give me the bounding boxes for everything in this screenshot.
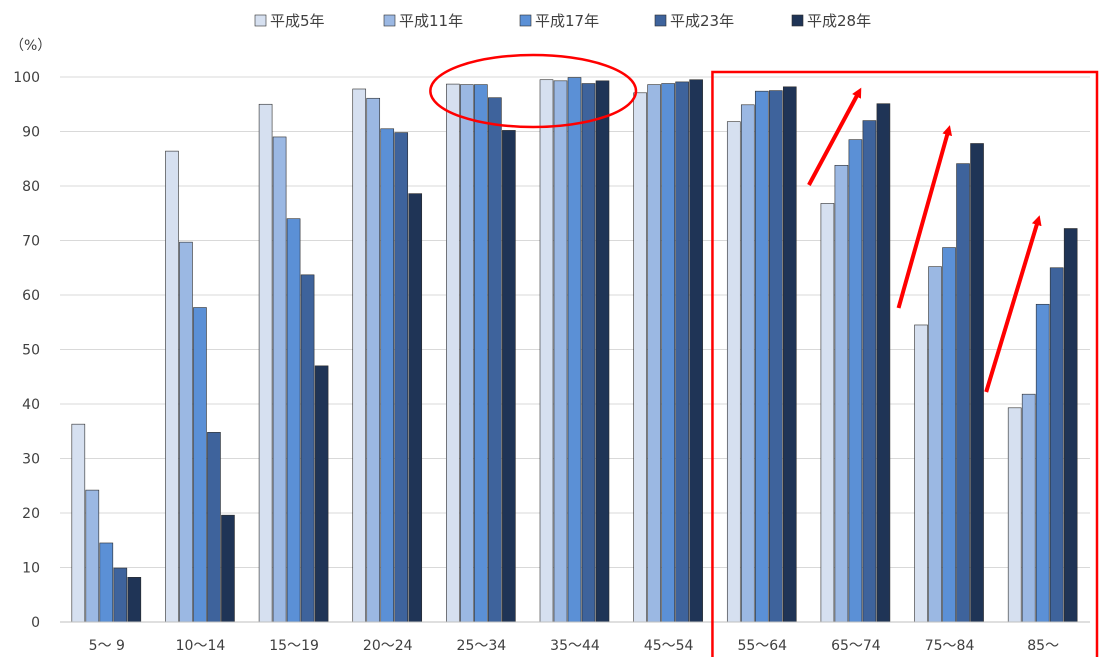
y-tick-label: 10	[22, 561, 40, 577]
legend-label: 平成28年	[807, 12, 871, 30]
bar	[956, 163, 970, 623]
bar	[366, 97, 381, 623]
x-tick-label: 10～14	[176, 638, 226, 654]
bar	[286, 218, 301, 623]
x-tick-label: 25～34	[457, 638, 507, 654]
legend-swatch	[254, 14, 267, 27]
bar	[782, 86, 797, 623]
bar	[661, 83, 675, 623]
x-tick-label: 15～19	[269, 638, 319, 654]
highlight-ellipse	[429, 53, 638, 129]
bar	[380, 128, 395, 623]
bar	[460, 84, 474, 623]
x-tick-label: 35～44	[550, 638, 600, 654]
bar	[754, 90, 769, 623]
bar	[113, 567, 128, 623]
bar	[1035, 303, 1050, 623]
x-tick-label: 20～24	[363, 638, 413, 654]
y-tick-label: 0	[31, 615, 40, 631]
x-tick-label: 85～	[1027, 638, 1059, 654]
bar	[488, 97, 502, 623]
legend-swatch	[519, 14, 532, 27]
legend-label: 平成11年	[399, 12, 463, 30]
bar	[394, 132, 409, 623]
bar	[193, 307, 207, 623]
bar	[820, 203, 835, 623]
y-tick-label: 60	[22, 288, 40, 304]
y-tick-label: 90	[22, 125, 40, 141]
bar	[768, 90, 783, 623]
bar	[539, 79, 554, 623]
bar	[99, 542, 114, 623]
trend-arrow	[807, 87, 862, 186]
bar	[272, 136, 287, 623]
bar	[595, 80, 610, 623]
bar	[314, 365, 329, 623]
legend-label: 平成23年	[670, 12, 734, 30]
bar	[300, 274, 315, 623]
bar	[165, 150, 179, 623]
trend-arrow	[896, 125, 953, 309]
annotations	[429, 53, 1099, 657]
bar	[862, 120, 877, 623]
bar	[740, 104, 755, 623]
legend-swatch	[383, 14, 396, 27]
bar	[567, 77, 582, 623]
bar	[647, 84, 661, 623]
bar	[553, 80, 568, 623]
bar	[675, 81, 689, 623]
bar	[914, 324, 928, 623]
bar	[1007, 407, 1022, 623]
bar	[408, 193, 423, 623]
bar	[942, 247, 956, 623]
bar	[352, 88, 367, 623]
bar	[726, 121, 741, 623]
bar	[85, 489, 100, 623]
bar	[876, 103, 891, 623]
bar	[502, 130, 516, 623]
bar	[1049, 267, 1064, 623]
x-tick-label: 45～54	[644, 638, 694, 654]
legend: 平成5年 平成11年 平成17年 平成23年 平成28年	[254, 12, 871, 30]
legend-swatch	[791, 14, 804, 27]
bar	[633, 92, 647, 623]
y-tick-label: 100	[13, 70, 40, 86]
bar	[928, 266, 942, 623]
bar	[207, 432, 221, 623]
legend-label: 平成5年	[270, 12, 325, 30]
y-tick-label: 30	[22, 452, 40, 468]
y-tick-label: 50	[22, 343, 40, 359]
bar	[474, 84, 488, 623]
bar	[1063, 228, 1078, 623]
legend-label: 平成17年	[535, 12, 599, 30]
x-tick-label: 5～ 9	[89, 638, 125, 654]
legend-swatch	[654, 14, 667, 27]
bar	[71, 423, 86, 623]
y-tick-label: 20	[22, 506, 40, 522]
bar	[970, 143, 984, 623]
bar	[848, 139, 863, 623]
y-tick-label: 70	[22, 234, 40, 250]
bar	[127, 577, 142, 623]
bar	[221, 514, 235, 623]
bar	[446, 83, 460, 623]
bar	[258, 103, 273, 623]
y-tick-label: 80	[22, 179, 40, 195]
bar	[179, 241, 193, 623]
bar	[1021, 393, 1036, 623]
y-axis-unit-label: （%）	[10, 38, 51, 54]
x-tick-label: 75～84	[925, 638, 975, 654]
bar	[581, 83, 596, 623]
axis-layer: 0 10 20 30 40 50 60 70 80 90 100 （%） 5～ 9 10～14 15～19 2…	[10, 38, 1090, 654]
x-tick-label: 55～64	[737, 638, 787, 654]
y-tick-label: 40	[22, 397, 40, 413]
bars-layer	[71, 77, 1078, 623]
trend-arrow	[984, 215, 1042, 393]
x-tick-label: 65～74	[831, 638, 881, 654]
bar	[834, 164, 849, 623]
highlight-box	[711, 70, 1099, 657]
bar	[689, 79, 703, 623]
